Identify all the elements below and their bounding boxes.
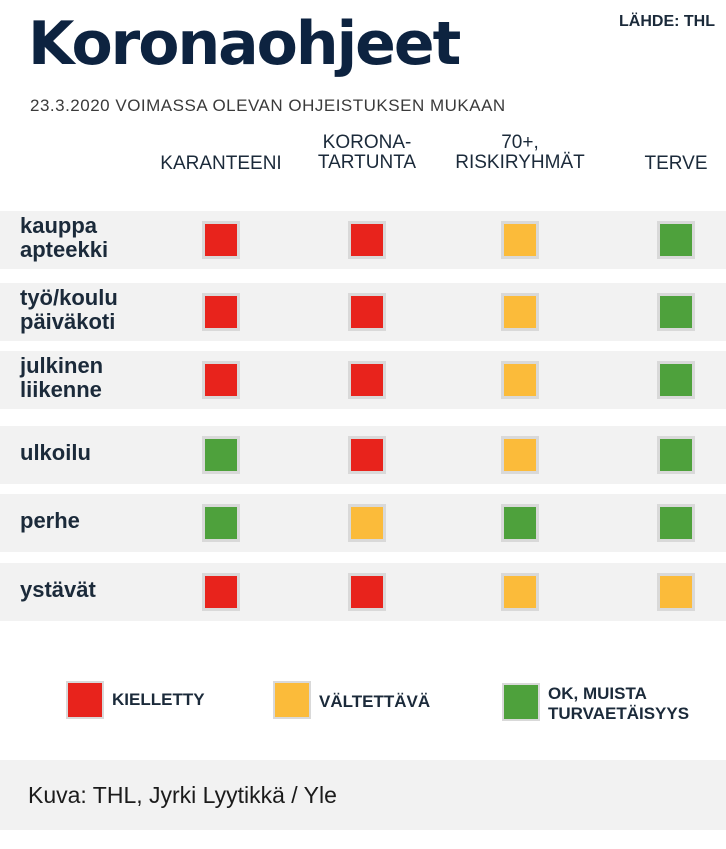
footer-bar: Kuva: THL, Jyrki Lyytikkä / Yle — [0, 760, 726, 830]
legend-label-line: OK, MUISTA — [548, 684, 647, 703]
status-square-valtettava — [657, 573, 695, 611]
column-header-line: TARTUNTA — [317, 152, 417, 173]
row-label-line: ystävät — [20, 577, 96, 602]
column-header-line: 70+, — [501, 132, 539, 153]
status-square-kielletty — [348, 221, 386, 259]
subtitle: 23.3.2020 VOIMASSA OLEVAN OHJEISTUKSEN M… — [30, 96, 506, 115]
status-square-valtettava — [501, 573, 539, 611]
legend-swatch-valtettava — [273, 681, 311, 719]
column-header-line: TERVE — [644, 153, 708, 174]
status-square-ok — [657, 361, 695, 399]
column-header: 70+, RISKIRYHMÄT — [445, 133, 595, 173]
image-credit: Kuva: THL, Jyrki Lyytikkä / Yle — [28, 782, 337, 808]
row-label-line: julkinen — [20, 353, 104, 378]
row-label: kauppa apteekki — [20, 214, 180, 262]
legend-swatch-ok — [502, 683, 540, 721]
legend-swatch-kielletty — [66, 681, 104, 719]
row-label: työ/koulu päiväkoti — [20, 286, 180, 334]
status-square-kielletty — [202, 293, 240, 331]
row-label-line: kauppa — [20, 213, 98, 238]
status-square-kielletty — [202, 361, 240, 399]
status-square-ok — [657, 436, 695, 474]
legend-label-line: KIELLETTY — [112, 690, 205, 709]
status-square-valtettava — [348, 504, 386, 542]
source-label: LÄHDE: THL — [619, 13, 715, 30]
status-square-kielletty — [348, 573, 386, 611]
status-square-ok — [657, 504, 695, 542]
legend-label-line: VÄLTETTÄVÄ — [319, 692, 431, 711]
page-title: Koronaohjeet — [28, 9, 461, 79]
row-label-line: ulkoilu — [20, 440, 91, 465]
legend-label: OK, MUISTA TURVAETÄISYYS — [548, 684, 689, 724]
column-header: KORONA- TARTUNTA — [292, 133, 442, 173]
status-square-ok — [202, 436, 240, 474]
row-label: ulkoilu — [20, 441, 180, 465]
row-label: julkinen liikenne — [20, 354, 180, 402]
row-label: ystävät — [20, 578, 180, 602]
row-label-line: apteekki — [20, 237, 109, 262]
status-square-ok — [657, 293, 695, 331]
column-header-line: KARANTEENI — [160, 153, 282, 174]
status-square-valtettava — [501, 436, 539, 474]
column-header-line: KORONA- — [322, 132, 412, 153]
status-square-valtettava — [501, 293, 539, 331]
legend-label: KIELLETTY — [112, 690, 205, 710]
legend-label-line: TURVAETÄISYYS — [548, 704, 690, 723]
status-square-valtettava — [501, 361, 539, 399]
row-label-line: työ/koulu — [20, 285, 118, 310]
status-square-kielletty — [348, 361, 386, 399]
row-label-line: päiväkoti — [20, 309, 116, 334]
status-square-ok — [501, 504, 539, 542]
status-square-valtettava — [501, 221, 539, 259]
row-label-line: perhe — [20, 508, 80, 533]
legend-label: VÄLTETTÄVÄ — [319, 692, 430, 712]
status-square-kielletty — [202, 221, 240, 259]
row-label-line: liikenne — [20, 377, 102, 402]
column-header: TERVE — [601, 154, 726, 174]
status-square-kielletty — [348, 436, 386, 474]
row-label: perhe — [20, 509, 180, 533]
column-header-line: RISKIRYHMÄT — [455, 152, 585, 173]
status-square-ok — [202, 504, 240, 542]
status-square-kielletty — [348, 293, 386, 331]
column-header: KARANTEENI — [146, 154, 296, 174]
status-square-ok — [657, 221, 695, 259]
status-square-kielletty — [202, 573, 240, 611]
